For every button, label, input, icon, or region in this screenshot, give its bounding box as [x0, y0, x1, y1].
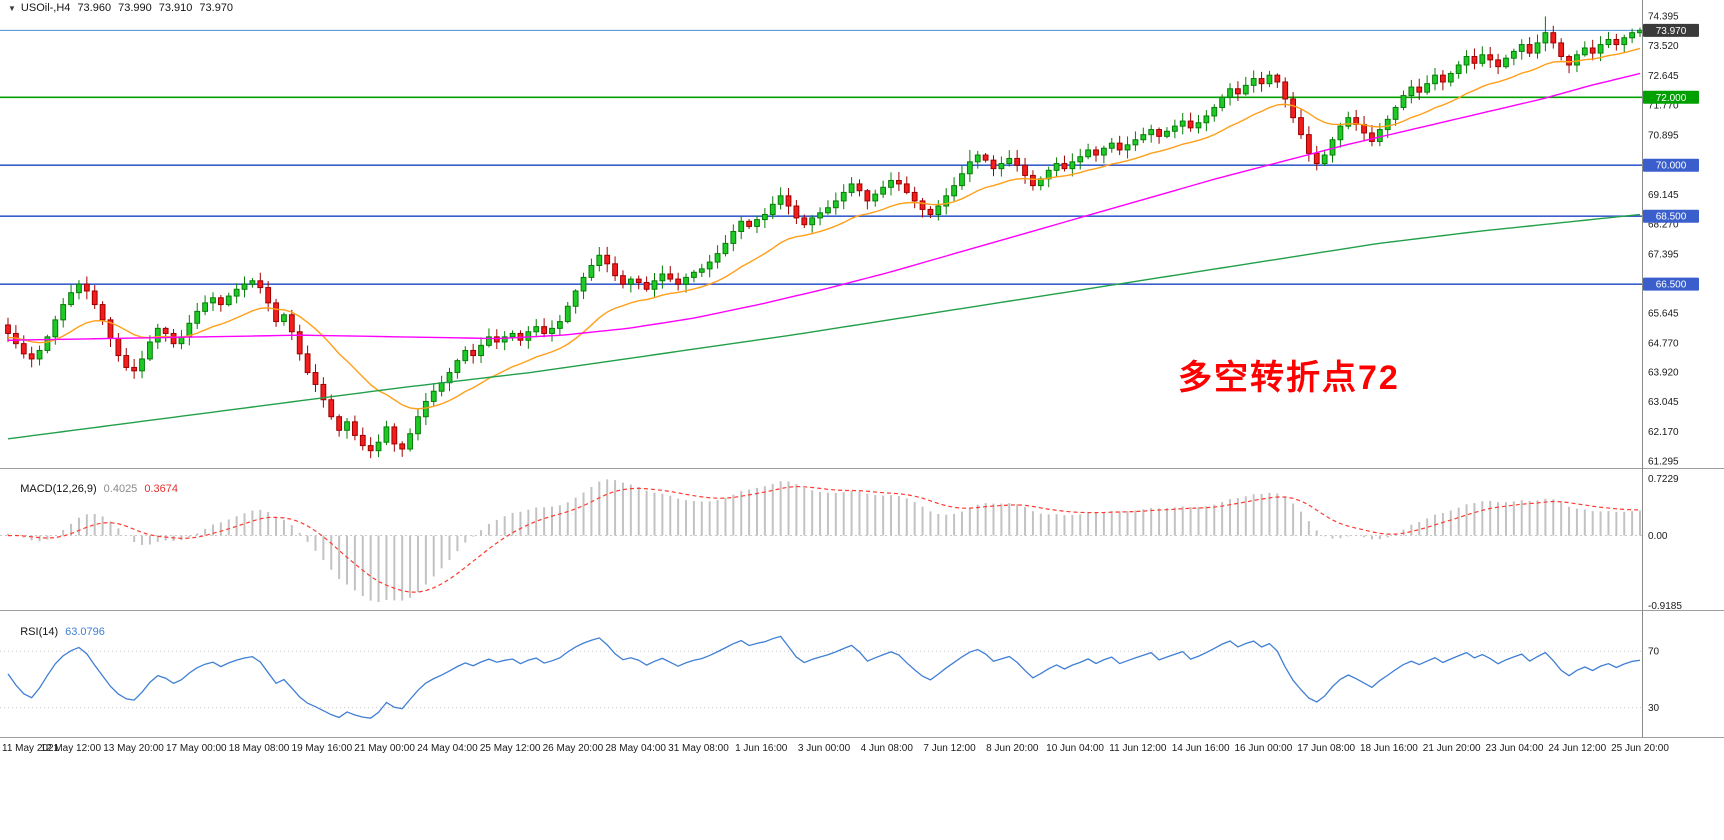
svg-text:66.500: 66.500: [1656, 280, 1687, 291]
svg-text:63.045: 63.045: [1648, 397, 1679, 408]
svg-text:70: 70: [1648, 647, 1660, 658]
svg-text:12 May 12:00: 12 May 12:00: [40, 743, 101, 754]
svg-text:4 Jun 08:00: 4 Jun 08:00: [861, 743, 914, 754]
svg-text:28 May 04:00: 28 May 04:00: [605, 743, 666, 754]
symbol-info: ▼ USOil-,H4 73.960 73.990 73.910 73.970: [8, 2, 233, 14]
horizontal-line-badge: [1643, 158, 1699, 172]
svg-text:18 Jun 16:00: 18 Jun 16:00: [1360, 743, 1418, 754]
svg-text:14 Jun 16:00: 14 Jun 16:00: [1172, 743, 1230, 754]
svg-text:61.295: 61.295: [1648, 457, 1679, 468]
pane-separators: [0, 0, 1724, 738]
svg-text:18 May 08:00: 18 May 08:00: [229, 743, 290, 754]
rsi-indicator-label: RSI(14) 63.0796: [8, 614, 105, 650]
svg-text:68.500: 68.500: [1656, 212, 1687, 223]
horizontal-line-badge: [1643, 90, 1699, 104]
horizontal-line-badge: [1643, 209, 1699, 223]
svg-text:74.395: 74.395: [1648, 11, 1679, 22]
svg-text:1 Jun 16:00: 1 Jun 16:00: [735, 743, 788, 754]
price-badges: 73.970 72.000 70.000 68.500 66.500: [1643, 23, 1699, 291]
macd-histogram-layer: [7, 479, 1641, 603]
chart-text-annotation: 多空转折点72: [1178, 359, 1400, 397]
price-axis-labels: 74.395 73.520 72.645 71.770 70.895 69.145 68.2…: [1648, 11, 1679, 467]
macd-main-value: 0.4025: [103, 483, 138, 495]
svg-text:25 May 12:00: 25 May 12:00: [480, 743, 541, 754]
macd-signal-line: [7, 485, 1641, 593]
svg-text:30: 30: [1648, 703, 1660, 714]
svg-text:62.170: 62.170: [1648, 427, 1679, 438]
svg-text:64.770: 64.770: [1648, 338, 1679, 349]
macd-signal-value: 0.3674: [144, 483, 178, 495]
svg-text:21 Jun 20:00: 21 Jun 20:00: [1423, 743, 1481, 754]
svg-text:68.270: 68.270: [1648, 220, 1679, 231]
svg-text:73.970: 73.970: [1656, 26, 1687, 37]
moving-averages-layer: [7, 47, 1641, 440]
svg-text:23 Jun 04:00: 23 Jun 04:00: [1486, 743, 1544, 754]
bar-high-value: 73.990: [118, 2, 152, 14]
svg-text:-0.9185: -0.9185: [1648, 601, 1682, 612]
svg-text:70.895: 70.895: [1648, 130, 1679, 141]
rsi-axis-labels: 70 30: [1648, 647, 1660, 714]
horizontal-line-badge: [1643, 277, 1699, 291]
rsi-name: RSI(14): [20, 626, 59, 638]
symbol-period-label: USOil-,H4: [20, 2, 71, 14]
bar-close-value: 73.970: [199, 2, 234, 14]
svg-text:65.645: 65.645: [1648, 309, 1679, 320]
svg-text:25 Jun 20:00: 25 Jun 20:00: [1611, 743, 1669, 754]
svg-text:70.000: 70.000: [1656, 161, 1687, 172]
rsi-value: 63.0796: [65, 626, 105, 638]
current-price-badge: [1643, 23, 1699, 37]
svg-text:10 Jun 04:00: 10 Jun 04:00: [1046, 743, 1104, 754]
svg-text:7 Jun 12:00: 7 Jun 12:00: [923, 743, 976, 754]
svg-text:71.770: 71.770: [1648, 101, 1679, 112]
macd-indicator-label: MACD(12,26,9) 0.4025 0.3674: [8, 471, 178, 507]
svg-text:0.00: 0.00: [1648, 531, 1668, 542]
horizontal-lines-layer: [0, 29, 1642, 285]
svg-text:72.645: 72.645: [1648, 71, 1679, 82]
svg-text:21 May 00:00: 21 May 00:00: [354, 743, 415, 754]
svg-text:24 Jun 12:00: 24 Jun 12:00: [1548, 743, 1606, 754]
svg-text:8 Jun 20:00: 8 Jun 20:00: [986, 743, 1039, 754]
svg-text:31 May 08:00: 31 May 08:00: [668, 743, 729, 754]
svg-text:16 Jun 00:00: 16 Jun 00:00: [1234, 743, 1292, 754]
macd-axis-labels: 0.7229 0.00 -0.9185: [1648, 474, 1682, 612]
svg-text:63.920: 63.920: [1648, 367, 1679, 378]
candles-layer: [5, 16, 1643, 459]
macd-name: MACD(12,26,9): [20, 483, 97, 495]
svg-text:72.000: 72.000: [1656, 93, 1687, 104]
svg-text:0.7229: 0.7229: [1648, 474, 1679, 485]
svg-text:3 Jun 00:00: 3 Jun 00:00: [798, 743, 851, 754]
svg-text:11 May 2021: 11 May 2021: [2, 743, 60, 754]
svg-text:73.520: 73.520: [1648, 41, 1679, 52]
svg-text:67.395: 67.395: [1648, 249, 1679, 260]
svg-text:11 Jun 12:00: 11 Jun 12:00: [1109, 743, 1167, 754]
bar-open-value: 73.960: [77, 2, 112, 14]
svg-text:24 May 04:00: 24 May 04:00: [417, 743, 478, 754]
svg-text:26 May 20:00: 26 May 20:00: [543, 743, 604, 754]
svg-text:17 Jun 08:00: 17 Jun 08:00: [1297, 743, 1355, 754]
rsi-line: [7, 635, 1641, 719]
symbol-dropdown-icon[interactable]: ▼: [8, 3, 16, 13]
svg-text:13 May 20:00: 13 May 20:00: [103, 743, 164, 754]
svg-text:69.145: 69.145: [1648, 190, 1679, 201]
svg-text:17 May 00:00: 17 May 00:00: [166, 743, 227, 754]
bar-low-value: 73.910: [158, 2, 193, 14]
svg-text:19 May 16:00: 19 May 16:00: [292, 743, 353, 754]
